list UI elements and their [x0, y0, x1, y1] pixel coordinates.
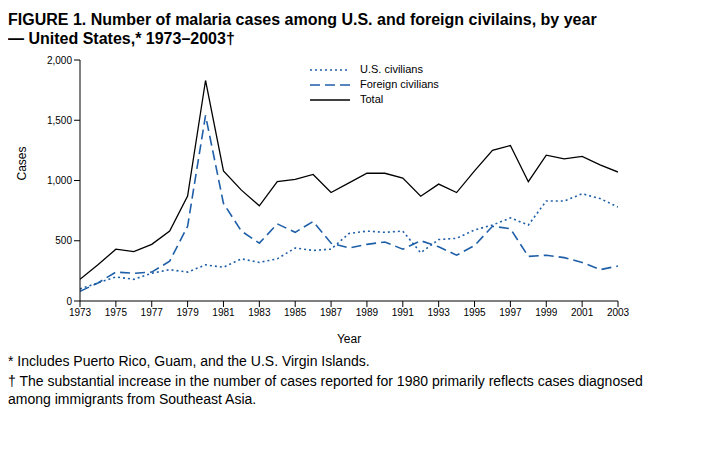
svg-text:Year: Year [337, 332, 361, 346]
svg-text:1987: 1987 [320, 307, 343, 318]
svg-text:1999: 1999 [535, 307, 558, 318]
svg-text:0: 0 [66, 296, 72, 307]
svg-text:1,000: 1,000 [47, 175, 72, 186]
svg-text:2001: 2001 [571, 307, 594, 318]
svg-text:1985: 1985 [284, 307, 307, 318]
html-text:U.S. civilians: U.S. civilians [360, 63, 423, 75]
svg-text:1975: 1975 [105, 307, 128, 318]
html-text:FIGURE 1. Number of malaria ca: FIGURE 1. Number of malaria cases among … [8, 11, 597, 47]
html-text:* Includes Puerto Rico, Guam,: * Includes Puerto Rico, Guam, and the U.… [8, 353, 370, 369]
svg-text:2,000: 2,000 [47, 55, 72, 66]
svg-text:1993: 1993 [428, 307, 451, 318]
svg-text:2003: 2003 [607, 307, 630, 318]
svg-text:1983: 1983 [248, 307, 271, 318]
svg-text:1995: 1995 [463, 307, 486, 318]
svg-text:1989: 1989 [356, 307, 379, 318]
svg-text:500: 500 [55, 235, 72, 246]
svg-text:Cases: Cases [15, 146, 29, 180]
svg-text:1977: 1977 [141, 307, 164, 318]
html-text:† The substantial increase in: † The substantial increase in the number… [8, 373, 643, 407]
svg-text:1979: 1979 [176, 307, 199, 318]
svg-text:1981: 1981 [212, 307, 235, 318]
svg-text:1,500: 1,500 [47, 115, 72, 126]
html-text:Total: Total [360, 93, 384, 105]
svg-text:1991: 1991 [392, 307, 415, 318]
html-text:Foreign civilians: Foreign civilians [360, 78, 439, 90]
svg-text:1997: 1997 [499, 307, 522, 318]
svg-text:1973: 1973 [69, 307, 92, 318]
